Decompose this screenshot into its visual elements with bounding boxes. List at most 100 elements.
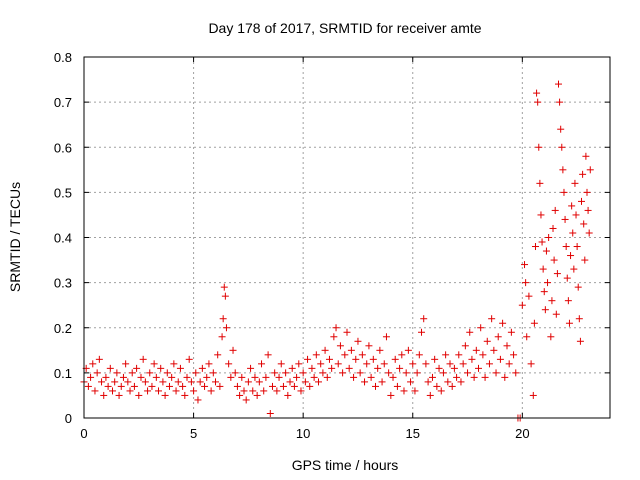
data-point <box>286 378 294 386</box>
data-point <box>565 319 573 327</box>
data-point <box>503 342 511 350</box>
data-point <box>139 355 147 363</box>
data-point <box>227 373 235 381</box>
data-point <box>547 333 555 341</box>
y-tick-label: 0.7 <box>54 95 72 110</box>
data-point <box>557 125 565 133</box>
data-point <box>354 337 362 345</box>
data-point <box>268 382 276 390</box>
y-tick-label: 0.6 <box>54 140 72 155</box>
data-point <box>148 382 156 390</box>
data-point <box>540 288 548 296</box>
data-point <box>106 364 114 372</box>
data-point <box>181 391 189 399</box>
data-point <box>475 364 482 372</box>
data-point <box>203 373 211 381</box>
data-point <box>144 387 152 395</box>
data-point <box>266 409 274 417</box>
data-point <box>336 342 344 350</box>
data-point <box>582 152 590 160</box>
y-tick-label: 0.3 <box>54 276 72 291</box>
data-point <box>556 98 564 106</box>
data-point <box>163 369 171 377</box>
data-point <box>319 369 327 377</box>
data-point <box>159 378 167 386</box>
data-point <box>586 166 594 174</box>
data-point <box>530 319 538 327</box>
data-point <box>382 333 390 341</box>
data-point <box>521 261 529 269</box>
data-point <box>439 369 447 377</box>
data-point <box>422 360 430 368</box>
data-point <box>490 346 498 354</box>
data-point <box>538 238 546 246</box>
data-point <box>277 360 285 368</box>
data-point <box>409 360 417 368</box>
data-point <box>341 351 349 359</box>
data-point <box>176 364 184 372</box>
data-point <box>398 351 406 359</box>
data-point <box>576 337 584 345</box>
data-point <box>293 373 301 381</box>
data-point <box>428 373 436 381</box>
data-point <box>553 270 561 278</box>
data-point <box>396 364 404 372</box>
data-point <box>501 373 509 381</box>
data-point <box>350 373 358 381</box>
data-point <box>130 382 138 390</box>
data-point <box>236 391 244 399</box>
data-point <box>229 346 237 354</box>
data-point <box>247 364 255 372</box>
data-point <box>525 292 533 300</box>
data-point <box>87 373 95 381</box>
data-point <box>499 319 507 327</box>
data-point <box>510 351 518 359</box>
data-point <box>575 315 583 323</box>
data-point <box>424 378 432 386</box>
data-point <box>468 355 476 363</box>
data-point <box>297 387 305 395</box>
data-point <box>219 315 227 323</box>
data-point <box>523 333 531 341</box>
data-point <box>179 382 187 390</box>
data-point <box>168 373 176 381</box>
data-point <box>413 369 421 377</box>
data-point <box>279 382 287 390</box>
data-point <box>161 391 169 399</box>
data-point <box>253 391 261 399</box>
data-point <box>170 360 178 368</box>
data-point <box>89 360 97 368</box>
data-point <box>466 328 474 336</box>
data-point <box>535 143 543 151</box>
data-point <box>91 387 99 395</box>
data-point <box>262 373 270 381</box>
data-point <box>568 202 576 210</box>
data-point <box>457 378 465 386</box>
data-point <box>361 378 369 386</box>
data-point <box>187 378 195 386</box>
data-point <box>271 369 279 377</box>
data-point <box>536 179 544 187</box>
data-point <box>137 373 145 381</box>
data-point <box>102 373 110 381</box>
data-point <box>146 369 154 377</box>
data-point <box>152 373 160 381</box>
data-point <box>561 215 569 223</box>
data-point <box>455 351 463 359</box>
x-tick-label: 10 <box>296 426 310 441</box>
data-point <box>334 360 342 368</box>
data-point <box>579 170 587 178</box>
data-point <box>442 351 450 359</box>
data-point <box>104 382 112 390</box>
data-point <box>488 315 496 323</box>
data-point <box>461 342 469 350</box>
x-tick-label: 20 <box>515 426 529 441</box>
data-point <box>559 166 567 174</box>
data-point <box>527 360 535 368</box>
data-point <box>260 387 268 395</box>
data-point <box>95 355 103 363</box>
data-point <box>584 206 592 214</box>
data-point <box>437 387 445 395</box>
x-axis-label: GPS time / hours <box>292 457 399 473</box>
data-point <box>371 382 379 390</box>
